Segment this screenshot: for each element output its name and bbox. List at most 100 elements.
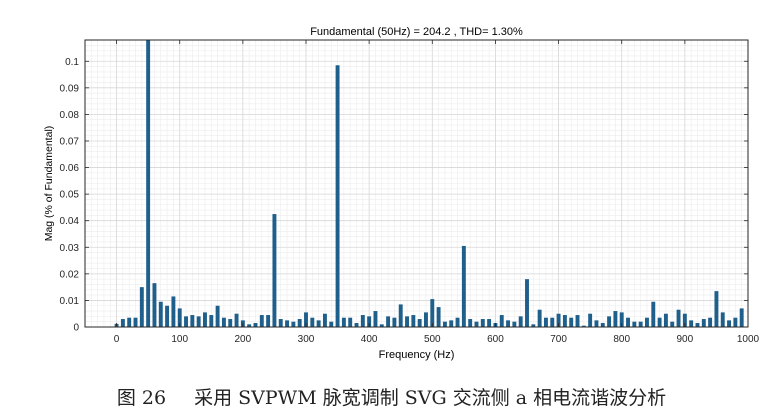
harmonic-bar: [341, 317, 346, 327]
harmonic-bar: [613, 311, 618, 327]
harmonic-bar: [285, 320, 290, 327]
y-tick-label: 0: [73, 323, 79, 334]
harmonic-bar: [196, 316, 201, 327]
harmonic-bar: [619, 312, 624, 327]
harmonic-bar: [632, 321, 637, 327]
harmonic-bar: [386, 316, 391, 327]
y-tick-label: 0.01: [60, 296, 80, 307]
harmonic-bar: [682, 313, 687, 327]
harmonic-bar: [329, 321, 334, 327]
harmonic-bar: [506, 320, 511, 327]
harmonic-bar: [594, 320, 599, 327]
harmonic-bar: [272, 214, 277, 327]
harmonic-bar: [663, 313, 668, 327]
y-tick-label: 0.06: [60, 163, 80, 174]
harmonic-bar: [607, 316, 612, 327]
x-tick-label: 100: [171, 334, 188, 345]
harmonic-bar: [127, 317, 132, 327]
harmonic-bar: [392, 317, 397, 327]
harmonic-bar: [247, 324, 252, 327]
harmonic-bar: [657, 317, 662, 327]
x-tick-label: 700: [550, 334, 567, 345]
figure-caption-text: 采用 SVPWM 脉宽调制 SVG 交流侧 a 相电流谐波分析: [194, 387, 667, 409]
harmonic-bar: [556, 313, 561, 327]
harmonic-bar: [335, 65, 340, 328]
harmonic-bar: [543, 317, 548, 327]
harmonic-bar: [588, 313, 593, 327]
harmonic-bar: [581, 325, 586, 327]
y-axis-label: Mag (% of Fundamental): [43, 126, 55, 242]
harmonic-bar: [600, 323, 605, 327]
harmonic-bar: [253, 323, 258, 327]
harmonic-bar: [398, 304, 403, 327]
harmonic-bar: [266, 315, 271, 327]
harmonic-bar: [537, 309, 542, 327]
harmonic-bar: [531, 324, 536, 327]
harmonic-bar: [562, 315, 567, 327]
harmonic-bar: [177, 308, 182, 327]
harmonic-bar: [651, 301, 656, 327]
harmonic-bar: [436, 307, 441, 327]
harmonic-bar: [518, 316, 523, 327]
harmonic-bar: [569, 317, 574, 327]
x-tick-label: 600: [487, 334, 504, 345]
harmonic-bar: [550, 317, 555, 327]
harmonic-bar: [278, 319, 283, 327]
harmonic-bar: [367, 316, 372, 327]
harmonic-bar: [146, 40, 151, 327]
harmonic-bar: [215, 305, 220, 327]
harmonic-bar: [304, 312, 308, 327]
harmonic-bar: [670, 321, 675, 327]
y-tick-label: 0.07: [60, 136, 80, 147]
harmonic-bar: [512, 321, 517, 327]
harmonic-bar: [720, 312, 725, 327]
harmonic-bar: [120, 319, 125, 327]
harmonic-bar: [221, 317, 226, 327]
harmonic-bar: [209, 315, 214, 327]
harmonic-bar: [234, 313, 239, 327]
harmonic-bar: [474, 321, 479, 327]
harmonic-bar: [291, 321, 296, 327]
x-tick-label: 400: [361, 334, 378, 345]
harmonic-bar: [727, 320, 732, 327]
harmonic-bar: [360, 315, 365, 327]
harmonic-bar: [316, 320, 321, 327]
y-tick-label: 0.03: [60, 243, 80, 254]
harmonic-bar: [354, 323, 359, 327]
x-tick-label: 800: [613, 334, 630, 345]
x-tick-label: 300: [298, 334, 315, 345]
harmonic-bar: [165, 305, 170, 327]
y-tick-label: 0.02: [60, 269, 80, 280]
harmonic-bar: [310, 317, 315, 327]
harmonic-bar: [676, 309, 681, 327]
figure-caption: 图 26 采用 SVPWM 脉宽调制 SVG 交流侧 a 相电流谐波分析: [0, 383, 783, 410]
harmonic-bar: [133, 317, 138, 327]
harmonic-bar: [171, 296, 176, 327]
y-tick-label: 0.1: [65, 57, 79, 68]
chart-title: Fundamental (50Hz) = 204.2 , THD= 1.30%: [310, 26, 523, 38]
harmonic-bar: [158, 301, 163, 327]
harmonic-bar: [203, 312, 207, 327]
y-tick-label: 0.09: [60, 83, 80, 94]
plot-area-frame: [84, 39, 749, 328]
x-axis-label: Frequency (Hz): [379, 349, 455, 361]
y-tick-label: 0.04: [60, 216, 80, 227]
harmonic-bar: [430, 299, 435, 327]
x-tick-label: 0: [114, 334, 120, 345]
harmonic-bar: [701, 319, 706, 327]
harmonic-bar: [139, 287, 144, 327]
harmonic-bar: [259, 315, 264, 327]
harmonic-bar: [480, 319, 485, 327]
figure-caption-number: 图 26: [116, 387, 167, 409]
harmonic-bar: [714, 291, 719, 327]
harmonic-bar: [417, 319, 422, 327]
harmonic-bar: [411, 315, 416, 327]
harmonic-bar: [405, 316, 409, 327]
harmonic-bar: [442, 321, 447, 327]
harmonic-bar: [184, 316, 188, 327]
harmonic-bar: [322, 313, 327, 327]
harmonic-bar: [626, 317, 630, 327]
harmonic-bar: [733, 317, 738, 327]
harmonic-bar: [575, 315, 580, 327]
